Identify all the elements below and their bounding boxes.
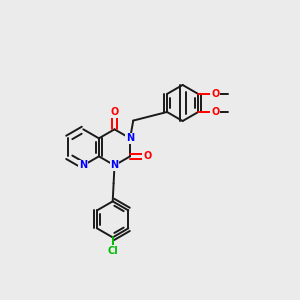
Text: O: O xyxy=(110,107,118,117)
Text: N: N xyxy=(79,160,87,170)
Text: O: O xyxy=(211,107,220,117)
Text: O: O xyxy=(211,89,220,99)
Text: Cl: Cl xyxy=(107,246,118,256)
Text: O: O xyxy=(143,152,151,161)
Text: N: N xyxy=(126,133,134,143)
Text: N: N xyxy=(110,160,118,170)
